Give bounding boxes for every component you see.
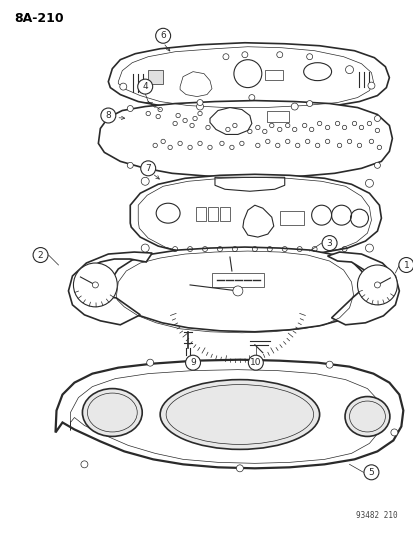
Circle shape (390, 429, 397, 436)
FancyBboxPatch shape (148, 70, 163, 84)
Text: 3: 3 (326, 239, 332, 248)
Circle shape (365, 244, 373, 252)
Text: 93482 210: 93482 210 (355, 511, 396, 520)
Circle shape (373, 163, 380, 168)
Circle shape (155, 28, 170, 43)
Circle shape (33, 247, 48, 263)
Circle shape (197, 100, 202, 106)
Circle shape (365, 179, 373, 187)
Circle shape (306, 101, 312, 107)
Circle shape (290, 103, 297, 110)
Circle shape (140, 161, 155, 176)
Circle shape (373, 116, 380, 122)
Text: 10: 10 (249, 358, 261, 367)
Circle shape (357, 265, 396, 305)
Polygon shape (98, 101, 392, 177)
FancyBboxPatch shape (211, 273, 263, 287)
Circle shape (81, 461, 88, 468)
Ellipse shape (344, 397, 389, 437)
Text: 6: 6 (160, 31, 166, 41)
Circle shape (141, 177, 149, 185)
Circle shape (367, 82, 374, 89)
Polygon shape (130, 174, 380, 257)
Polygon shape (327, 252, 399, 325)
Text: 9: 9 (190, 358, 195, 367)
Circle shape (325, 361, 332, 368)
Circle shape (233, 286, 242, 296)
Circle shape (196, 103, 203, 110)
Polygon shape (108, 247, 367, 332)
Ellipse shape (160, 379, 319, 449)
Circle shape (146, 359, 153, 366)
Polygon shape (55, 360, 402, 469)
Circle shape (127, 106, 133, 111)
Circle shape (127, 163, 133, 168)
Ellipse shape (82, 389, 142, 437)
Polygon shape (214, 177, 284, 191)
Circle shape (141, 244, 149, 252)
Circle shape (185, 355, 200, 370)
Text: 5: 5 (368, 468, 373, 477)
Text: 4: 4 (142, 82, 148, 91)
Circle shape (363, 465, 378, 480)
Circle shape (101, 108, 116, 123)
Circle shape (92, 282, 98, 288)
Text: 7: 7 (145, 164, 151, 173)
Circle shape (321, 236, 336, 251)
Circle shape (119, 83, 126, 90)
Text: 1: 1 (403, 261, 408, 270)
Text: 8: 8 (105, 111, 111, 120)
Circle shape (373, 282, 380, 288)
Polygon shape (68, 252, 152, 325)
Circle shape (398, 257, 413, 272)
Text: 2: 2 (38, 251, 43, 260)
Circle shape (236, 465, 243, 472)
Circle shape (138, 79, 152, 94)
Text: 8A-210: 8A-210 (14, 12, 64, 25)
Circle shape (73, 263, 117, 307)
Circle shape (248, 355, 263, 370)
Polygon shape (108, 43, 389, 110)
